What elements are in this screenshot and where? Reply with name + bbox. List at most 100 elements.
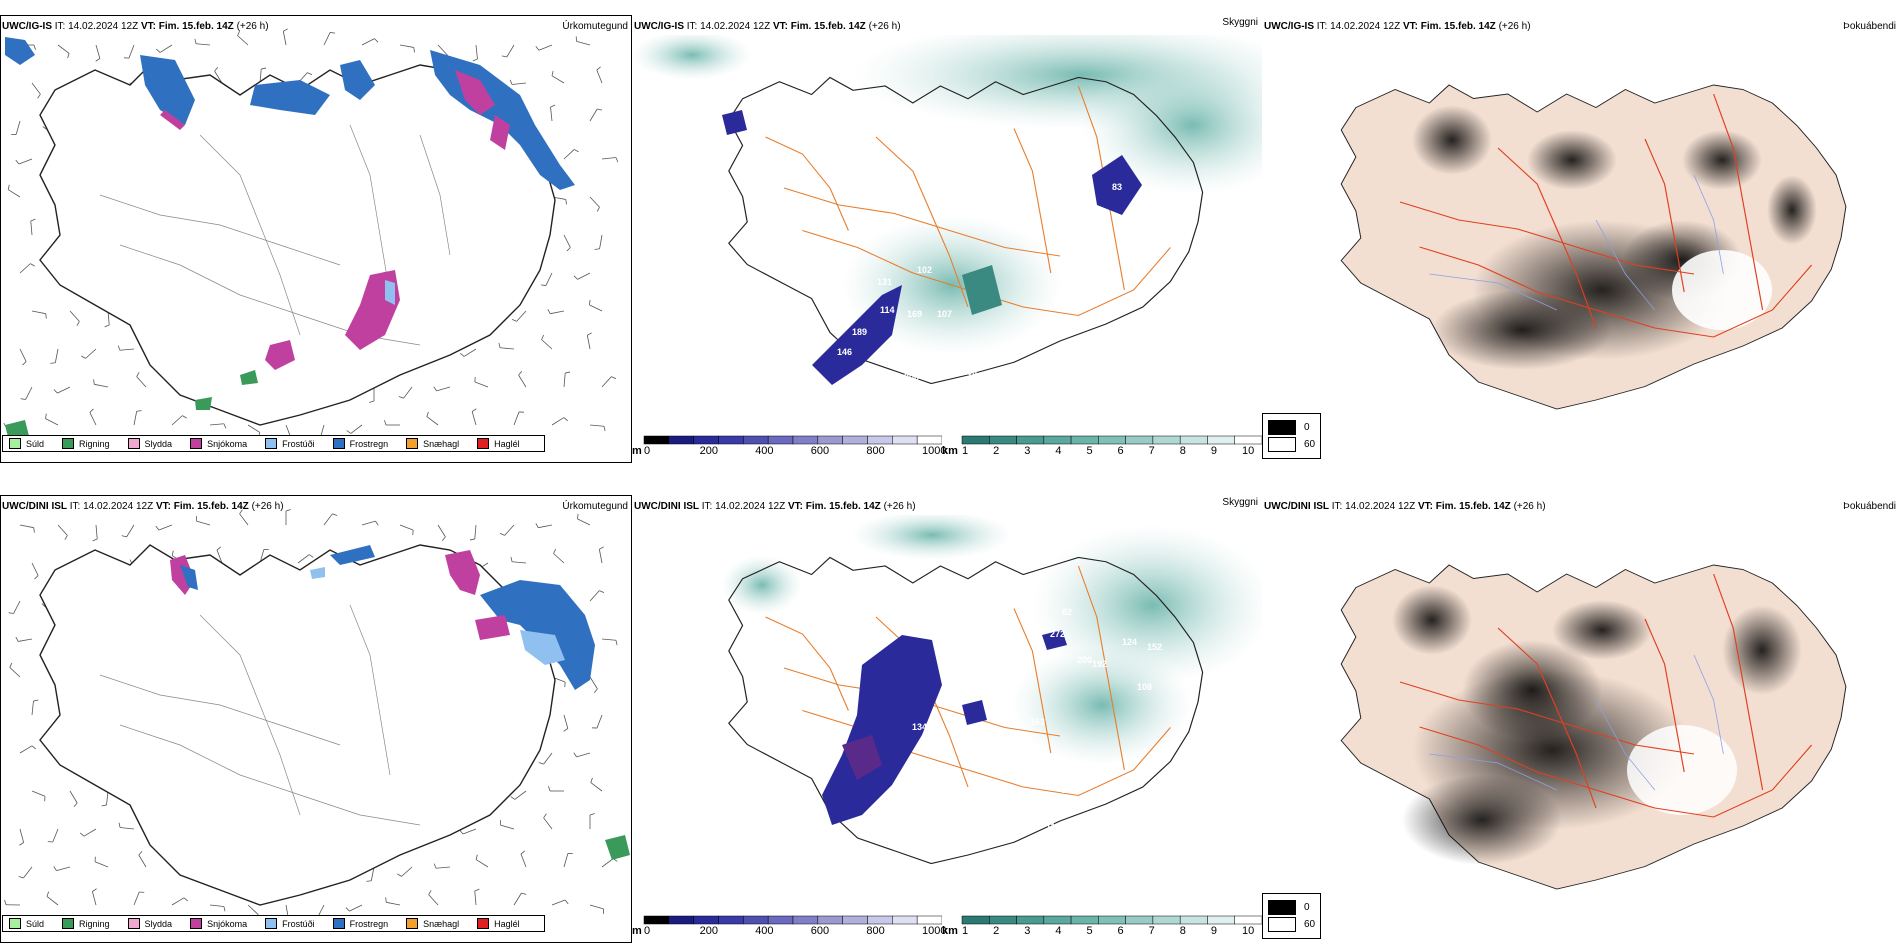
wind-barb-flag xyxy=(589,299,591,305)
legend-label: Snæhagl xyxy=(423,438,460,449)
wind-barb xyxy=(428,894,439,906)
wind-barb xyxy=(31,701,34,716)
wind-barb-flag xyxy=(563,728,569,732)
wind-barb xyxy=(437,44,448,56)
legend-swatch xyxy=(127,438,140,449)
precip-legend: Súld Rigning Slydda Snjókoma Frostúði Frostre… xyxy=(2,435,545,452)
wind-barb xyxy=(18,158,33,165)
wind-barb xyxy=(19,348,27,362)
wind-barb xyxy=(513,892,522,906)
wind-barb xyxy=(563,149,575,160)
legend-label: Súld xyxy=(26,438,45,449)
wind-barb-flag xyxy=(214,67,219,72)
wind-barb-flag xyxy=(615,640,618,646)
legend-swatch xyxy=(477,438,490,449)
scale-tick: 2 xyxy=(993,925,1000,937)
legend-label: Frostúði xyxy=(282,438,315,449)
visibility-label: 124 xyxy=(1122,637,1137,647)
scale-segment xyxy=(1152,915,1181,925)
wind-barb xyxy=(399,44,414,48)
wind-barb xyxy=(19,263,31,274)
wind-barb xyxy=(401,866,413,877)
wind-barb xyxy=(69,310,80,322)
fog-map xyxy=(1340,564,1847,890)
visibility-scale: km 1 2 3 4 5 6 7 8 9 10 xyxy=(942,435,1262,459)
wind-barb xyxy=(89,412,97,426)
wind-barb-flag xyxy=(587,332,592,336)
wind-barb-flag xyxy=(345,907,350,912)
wind-barb xyxy=(386,901,401,906)
wind-barb-flag xyxy=(31,745,37,750)
panel-name: Skyggni xyxy=(1222,497,1258,508)
wind-barb-flag xyxy=(4,899,7,905)
wind-barb xyxy=(19,745,33,754)
wind-barb xyxy=(590,782,603,792)
wind-barb xyxy=(576,752,591,758)
wind-barb-flag xyxy=(518,371,523,376)
wind-barb xyxy=(475,859,489,868)
legend-swatch xyxy=(477,918,490,929)
scale-segment xyxy=(693,915,719,925)
fog-key-value: 60 xyxy=(1304,919,1316,930)
wind-barb xyxy=(563,373,566,388)
wind-barb xyxy=(247,424,261,433)
wind-barb-flag xyxy=(469,538,475,541)
wind-barb xyxy=(543,752,553,765)
wind-barb xyxy=(589,108,598,122)
visibility-label: 83 xyxy=(1112,182,1122,192)
wind-barb xyxy=(577,518,591,526)
visibility-label: 105 xyxy=(1037,167,1052,177)
legend-label: Snjókoma xyxy=(207,918,248,929)
wind-barb-flag xyxy=(397,873,402,877)
scale-segment xyxy=(842,915,868,925)
scale-tick: 2 xyxy=(993,445,1000,457)
wind-barb-flag xyxy=(81,355,86,359)
wind-barb xyxy=(599,234,603,249)
wind-barb-flag xyxy=(441,536,446,541)
wind-barb xyxy=(18,638,33,642)
scale-tick: 10 xyxy=(1242,445,1255,457)
wind-barb-flag xyxy=(156,48,161,53)
wind-barb xyxy=(475,44,478,59)
wind-barb xyxy=(436,866,451,869)
wind-barb xyxy=(120,827,135,830)
scale-segment xyxy=(668,435,694,445)
visibility-label: 107 xyxy=(1030,792,1045,802)
wind-barb xyxy=(19,828,25,843)
wind-barb xyxy=(128,44,135,59)
visibility-label: 89 xyxy=(932,762,942,772)
fog-key-value: 0 xyxy=(1304,902,1310,913)
panel-title: UWC/DINI ISL IT: 14.02.2024 12Z VT: Fim.… xyxy=(1264,501,1546,512)
scale-tick: 9 xyxy=(1210,445,1217,457)
wind-barb-flag xyxy=(597,108,603,111)
wind-barb xyxy=(171,415,183,426)
scale-tick: 1000 xyxy=(922,925,947,937)
scale-segment xyxy=(892,435,918,445)
scale-segment xyxy=(1043,915,1072,925)
wind-barb xyxy=(550,107,553,122)
scale-segment xyxy=(867,435,893,445)
wind-barb-flag xyxy=(307,72,313,75)
wind-barb-flag xyxy=(472,58,478,62)
wind-barb-flag xyxy=(50,362,56,364)
wind-barb-flag xyxy=(237,30,240,36)
wind-barb-flag xyxy=(550,104,556,108)
wind-barb-flag xyxy=(374,38,379,43)
wind-barb xyxy=(209,423,224,426)
fog-key: 0 60 xyxy=(1262,413,1322,459)
wind-barb xyxy=(106,790,109,805)
wind-barb-flag xyxy=(366,880,372,882)
scale-segment xyxy=(767,435,794,445)
scale-segment xyxy=(718,915,744,925)
wind-barb-flag xyxy=(566,247,571,252)
wind-barb-flag xyxy=(398,396,404,399)
wind-barb xyxy=(259,69,262,84)
wind-barb xyxy=(589,590,600,602)
wind-barb-flag xyxy=(239,509,243,515)
visibility-label: 169 xyxy=(907,309,922,319)
scale-segment xyxy=(643,435,670,445)
wind-barb xyxy=(596,714,603,729)
wind-barb xyxy=(133,891,140,906)
wind-barb xyxy=(500,824,515,830)
wind-barb xyxy=(504,524,515,536)
